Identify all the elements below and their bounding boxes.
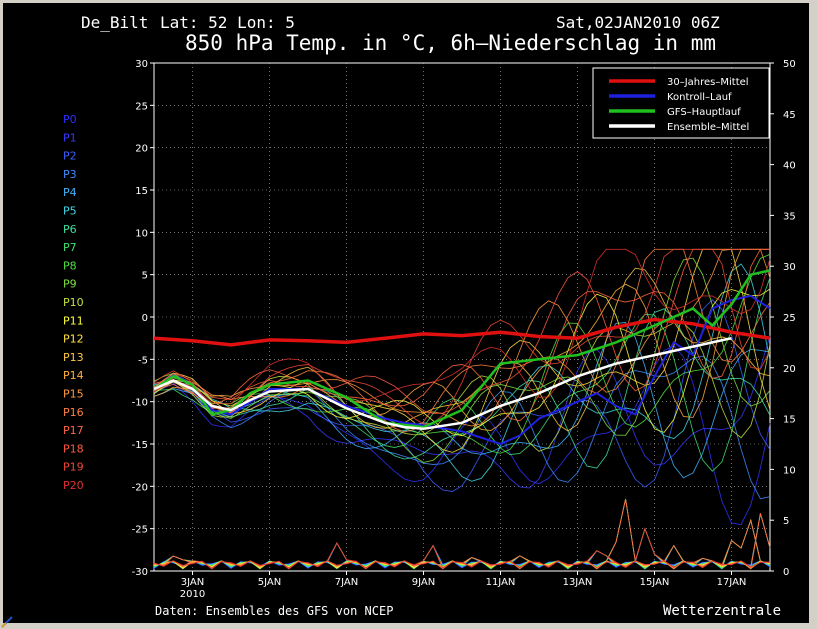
brand-name: Wetterzentrale (663, 603, 781, 619)
member-list: P0 P1 P2 P3 P4 P5 P6 P7 P8 P9 P10 P11 P12 P13 P14 P15 P1… (63, 113, 84, 492)
member-label-p10: P10 (63, 296, 84, 309)
member-line-p20 (153, 248, 771, 405)
y-left-tick-label: -30 (132, 567, 148, 578)
y-left-tick-label: 15 (135, 186, 148, 197)
member-label-p5: P5 (63, 205, 77, 218)
member-line-p17 (153, 248, 770, 422)
y-left-tick-label: 30 (135, 59, 148, 70)
member-line-p2 (153, 299, 771, 492)
data-source: Daten: Ensembles des GFS von NCEP (155, 604, 393, 618)
y-right-tick-label: 0 (783, 567, 789, 578)
y-left-tick-label: 5 (142, 271, 148, 282)
member-label-p19: P19 (63, 461, 84, 474)
member-line-p1 (153, 335, 771, 489)
y-left-tick-label: -10 (132, 398, 148, 409)
member-label-p1: P1 (63, 131, 77, 144)
x-tick-label: 5JAN (258, 577, 281, 588)
y-left-tick-label: 10 (135, 228, 148, 239)
member-line-p8 (153, 253, 771, 454)
member-label-p16: P16 (63, 406, 84, 419)
x-tick-label: 7JAN (335, 577, 358, 588)
x-tick-label: 15JAN (640, 577, 670, 588)
legend-label: 30–Jahres–Mittel (667, 77, 749, 88)
member-line-p3 (153, 355, 771, 500)
member-label-p17: P17 (63, 424, 84, 437)
member-label-p4: P4 (63, 186, 77, 199)
y-right-tick-label: 10 (783, 465, 796, 476)
x-tick-label: 17JAN (717, 577, 747, 588)
y-left-tick-label: 20 (135, 144, 148, 155)
y-right-tick-label: 5 (783, 516, 789, 527)
station-name: De_Bilt (81, 13, 148, 32)
y-left-tick-label: -15 (132, 440, 148, 451)
legend-label: GFS–Hauptlauf (667, 107, 741, 118)
y-left-ticks: 30 25 20 15 10 5 0 -5 -10 -15 -20 -25 -30 (132, 59, 154, 578)
y-right-tick-label: 45 (783, 110, 796, 121)
x-tick-label: 13JAN (563, 577, 593, 588)
legend-label: Kontroll–Lauf (667, 92, 732, 103)
member-label-p3: P3 (63, 168, 77, 181)
member-label-p14: P14 (63, 369, 84, 382)
x-tick-label: 3JAN (181, 577, 204, 588)
member-line-p18 (153, 248, 770, 415)
member-label-p8: P8 (63, 259, 77, 272)
y-left-tick-label: -25 (132, 525, 148, 536)
ensemble-mean-line (153, 336, 732, 431)
x-tick-label: 9JAN (412, 577, 435, 588)
y-right-tick-label: 40 (783, 161, 796, 172)
chart-frame: De_Bilt Lat: 52 Lon: 5 Sat,02JAN2010 06Z… (3, 3, 809, 623)
ensemble-lines (153, 248, 771, 526)
x-tick-label: 11JAN (486, 577, 516, 588)
member-line-p5 (153, 263, 771, 482)
precip-line-p20 (153, 527, 771, 569)
member-label-p6: P6 (63, 223, 77, 236)
gfs-main-line (153, 269, 771, 429)
y-left-tick-label: -20 (132, 482, 148, 493)
lat-lon: Lat: 52 Lon: 5 (160, 13, 295, 32)
member-label-p13: P13 (63, 351, 84, 364)
y-right-tick-label: 20 (783, 364, 796, 375)
y-left-tick-label: 0 (142, 313, 148, 324)
x-tick-year: 2010 (180, 589, 205, 600)
y-right-tick-label: 25 (783, 313, 796, 324)
y-right-tick-label: 35 (783, 211, 796, 222)
resize-corner-icon[interactable] (0, 614, 14, 629)
member-label-p20: P20 (63, 479, 84, 492)
member-label-p9: P9 (63, 278, 77, 291)
member-label-p2: P2 (63, 150, 77, 163)
legend: 30–Jahres–Mittel Kontroll–Lauf GFS–Hauptla… (592, 67, 770, 139)
member-label-p18: P18 (63, 442, 84, 455)
y-left-tick-label: 25 (135, 101, 148, 112)
grid (154, 63, 770, 571)
member-line-p0 (153, 345, 771, 526)
member-label-p0: P0 (63, 113, 77, 126)
member-line-p11 (153, 288, 771, 437)
legend-label: Ensemble–Mittel (667, 122, 749, 133)
precip-lines (153, 498, 771, 570)
main-series (153, 269, 771, 446)
y-right-tick-label: 30 (783, 262, 796, 273)
control-run-line (153, 294, 771, 446)
run-datetime: Sat,02JAN2010 06Z (556, 13, 720, 32)
member-label-p15: P15 (63, 388, 84, 401)
member-label-p11: P11 (63, 314, 84, 327)
y-right-tick-label: 15 (783, 415, 796, 426)
member-label-p12: P12 (63, 333, 84, 346)
ensemble-chart: De_Bilt Lat: 52 Lon: 5 Sat,02JAN2010 06Z… (63, 13, 796, 619)
chart-title: 850 hPa Temp. in °C, 6h–Niederschlag in … (185, 31, 716, 55)
y-left-tick-label: -5 (138, 355, 148, 366)
member-label-p7: P7 (63, 241, 77, 254)
member-line-p6 (153, 308, 771, 469)
member-line-p12 (153, 248, 771, 453)
y-right-tick-label: 50 (783, 59, 796, 70)
